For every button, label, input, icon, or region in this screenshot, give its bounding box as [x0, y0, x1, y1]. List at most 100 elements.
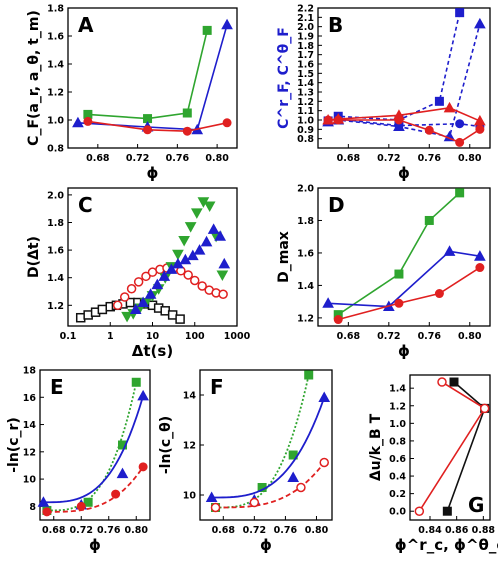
y-tick-label: 1.6	[47, 32, 64, 43]
series-line	[328, 250, 481, 308]
data-point	[200, 235, 213, 247]
fit-line	[46, 382, 138, 512]
panel-label: F	[210, 375, 224, 399]
series	[83, 25, 212, 124]
x-tick-label: 100	[185, 331, 205, 342]
data-point	[158, 270, 171, 281]
y-axis-label: -ln(c_θ)	[158, 416, 174, 474]
y-tick-label: 10	[23, 475, 37, 486]
data-point	[144, 288, 157, 299]
data-point	[434, 96, 444, 106]
series	[205, 391, 331, 505]
data-point	[455, 8, 465, 18]
data-point	[197, 281, 207, 291]
panel-label: C	[78, 193, 93, 217]
chart-panel-d: D 0.68 0.72 0.76 0.80 1.2 1.4 1.6 1.8 2.0 ϕ D_max	[276, 184, 491, 360]
y-tick-label: 1.8	[47, 218, 64, 229]
y-axis-label: D(Δt)	[26, 236, 42, 278]
x-tick-label: 0.68	[86, 153, 110, 164]
data-point	[112, 300, 123, 311]
chart-panel-a: A 0.68 0.72 0.76 0.80 0.8 1.0 1.2 1.4 1.6 1.8 ϕ C_F(…	[26, 4, 238, 182]
data-point	[474, 250, 486, 261]
data-point	[205, 491, 218, 502]
series	[322, 245, 486, 312]
data-point	[414, 506, 425, 516]
data-point	[424, 125, 434, 135]
panel-label: B	[328, 13, 343, 37]
panel-label: E	[50, 375, 64, 399]
y-axis-label: -ln(c_r)	[6, 417, 22, 473]
data-point	[475, 263, 485, 273]
y-tick-label: 1.4	[297, 281, 314, 292]
data-point	[42, 507, 52, 517]
data-point	[172, 249, 184, 261]
chart-panel-b: B0.68 0.72 0.76 0.800.80.91.01.11.21.31.41.…	[276, 4, 491, 182]
x-axis-label: ϕ^r_c, ϕ^θ_c	[395, 536, 498, 554]
x-axis-label: ϕ	[398, 164, 410, 182]
x-tick-label: 0.76	[97, 525, 121, 536]
y-tick-label: 18	[23, 366, 37, 377]
series	[333, 188, 465, 320]
data-point	[133, 277, 144, 287]
y-axis-label: Δu/k_B T	[368, 413, 384, 481]
data-point	[455, 137, 465, 147]
data-point	[203, 201, 216, 212]
data-point	[126, 283, 137, 294]
y-tick-label: 12	[23, 447, 36, 458]
x-tick-label: 0.80	[205, 153, 229, 164]
data-point	[221, 18, 233, 30]
y-tick-label: 1.8	[47, 4, 64, 15]
y-axis-label: C^r_F, C^θ_F	[276, 27, 292, 129]
x-tick-label: 1000	[224, 331, 251, 342]
data-point	[449, 377, 459, 387]
y-tick-label: 8	[29, 502, 36, 513]
panel-label: G	[468, 493, 484, 517]
series-line	[446, 381, 486, 512]
chart-panel-f: F 0.68 0.72 0.76 0.80 10 12 14 ϕ -ln(c_θ)	[158, 369, 333, 554]
data-point	[97, 304, 108, 315]
series	[323, 115, 485, 147]
fit-line	[46, 466, 144, 513]
y-tick-label: 0.8	[297, 134, 314, 145]
y-tick-label: 1.8	[297, 216, 314, 227]
x-tick-label: 0.72	[243, 525, 266, 536]
data-point	[443, 245, 456, 256]
fit-line	[215, 461, 325, 509]
x-tick-label: 0.72	[126, 153, 149, 164]
y-axis-label: C_F(a_r, a_θ, t_m)	[26, 10, 42, 146]
data-point	[474, 17, 486, 29]
data-point	[394, 269, 404, 279]
data-point	[193, 244, 206, 255]
y-tick-label: 2.0	[297, 184, 314, 195]
data-point	[190, 208, 203, 219]
data-point	[83, 116, 93, 126]
y-axis-label: D_max	[276, 231, 292, 283]
x-tick-label: 0.86	[445, 525, 469, 536]
x-axis-label: ϕ	[147, 164, 159, 182]
x-axis-label: Δt(s)	[132, 342, 173, 360]
series	[42, 462, 148, 517]
data-point	[183, 270, 193, 280]
y-tick-label: 1.7	[297, 50, 314, 61]
y-tick-label: 16	[23, 393, 37, 404]
x-tick-label: 0.76	[418, 153, 442, 164]
y-tick-label: 1.5	[297, 69, 314, 80]
data-point	[434, 289, 444, 299]
data-point	[455, 119, 465, 129]
series-line	[337, 192, 461, 316]
chart-panel-g: G 0.84 0.86 0.88 0.0 0.2 0.4 0.6 0.8 1.0 1.2 1.4 ϕ^r…	[368, 374, 498, 554]
x-tick-label: 0.80	[458, 331, 482, 342]
y-tick-label: 0.0	[389, 507, 406, 518]
y-tick-label: 1.2	[297, 97, 314, 108]
data-point	[165, 263, 178, 274]
x-tick-label: 10	[146, 331, 160, 342]
plot-frame	[317, 187, 491, 327]
y-tick-label: 1.6	[297, 60, 314, 71]
y-tick-label: 1.3	[297, 88, 314, 99]
data-point	[111, 489, 121, 499]
data-point	[121, 311, 133, 323]
series	[414, 377, 490, 516]
y-tick-label: 14	[23, 420, 37, 431]
data-point	[207, 223, 220, 234]
